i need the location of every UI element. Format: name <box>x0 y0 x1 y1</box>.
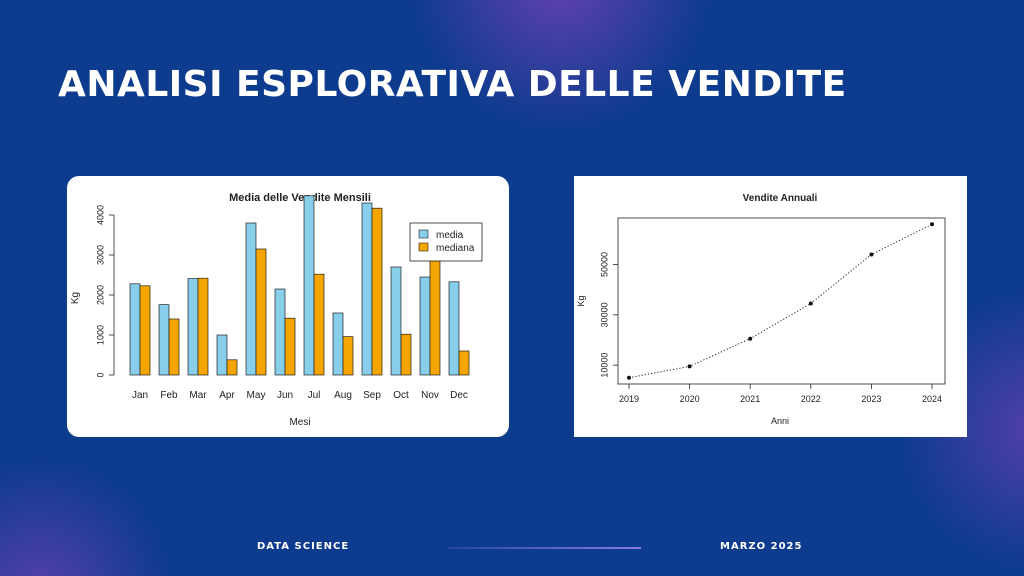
line-chart-ylabel: Kg <box>576 295 586 306</box>
bar-x-tick-label: Jun <box>277 390 293 401</box>
bar-media <box>216 334 228 376</box>
bar-media <box>274 288 286 376</box>
bar-media <box>390 266 402 376</box>
bar-x-tick-label: Aug <box>334 390 352 401</box>
line-x-tick-label: 2020 <box>680 394 700 404</box>
line-x-tick-label: 2019 <box>619 394 639 404</box>
line-data-point <box>748 336 753 341</box>
bar-mediana <box>313 273 325 376</box>
bar-mediana <box>197 277 209 376</box>
bar-media <box>158 304 170 376</box>
line-y-tick-label: 50000 <box>599 252 609 277</box>
bar-x-tick-label: Apr <box>219 390 235 401</box>
slide-title: ANALISI ESPLORATIVA DELLE VENDITE <box>58 64 847 105</box>
bar-y-tick-label: 2000 <box>95 285 105 305</box>
monthly-sales-chart-panel: Media delle Vendite Mensili Mesi Kg 0 100… <box>67 176 509 437</box>
bar-mediana <box>371 207 383 376</box>
bar-x-tick-label: May <box>247 390 266 401</box>
footer-divider <box>448 547 641 549</box>
legend-box <box>409 222 483 262</box>
bar-media <box>332 312 344 376</box>
annual-sales-chart-panel: Vendite Annuali Anni Kg 2019 2020 2021 2022… <box>574 176 967 437</box>
bar-x-tick-label: Oct <box>393 390 409 401</box>
line-chart-plot-box <box>617 217 946 385</box>
line-y-tick-label: 30000 <box>599 302 609 327</box>
bar-y-tick-label: 3000 <box>95 245 105 265</box>
bar-mediana <box>139 285 151 376</box>
line-data-point <box>687 364 692 369</box>
bar-y-tick-label: 1000 <box>95 325 105 345</box>
bar-media <box>129 283 141 376</box>
bar-mediana <box>255 248 267 376</box>
bar-x-tick-label: Dec <box>450 390 468 401</box>
bar-x-tick-label: Feb <box>160 390 178 401</box>
bar-mediana <box>168 318 180 376</box>
footer-left-label: DATA SCIENCE <box>257 541 350 552</box>
line-x-tick-label: 2022 <box>801 394 821 404</box>
line-series-path <box>628 223 933 379</box>
bar-x-tick-label: Jul <box>308 390 321 401</box>
line-chart-xlabel: Anni <box>771 416 789 426</box>
line-x-tick-label: 2023 <box>861 394 881 404</box>
footer-right-label: MARZO 2025 <box>720 541 803 552</box>
bar-mediana <box>342 336 354 376</box>
bar-x-tick-label: Mar <box>189 390 207 401</box>
line-data-point <box>808 301 813 306</box>
bar-chart-xlabel: Mesi <box>289 417 310 428</box>
annual-sales-line-chart: Vendite Annuali Anni Kg 2019 2020 2021 2022… <box>576 193 946 426</box>
line-x-tick-label: 2021 <box>740 394 760 404</box>
bar-media <box>419 276 431 376</box>
bar-media <box>187 278 199 376</box>
line-y-tick-label: 10000 <box>599 353 609 378</box>
legend-label-media: media <box>436 230 464 241</box>
monthly-sales-bar-chart: Media delle Vendite Mensili Mesi Kg 0 100… <box>70 192 483 428</box>
bar-media <box>448 281 460 376</box>
legend-swatch-media <box>418 229 429 239</box>
bar-mediana <box>429 252 441 376</box>
bar-mediana <box>226 359 238 376</box>
bar-chart-ylabel: Kg <box>70 292 81 304</box>
bar-media <box>361 202 373 376</box>
bar-y-tick-label: 0 <box>95 372 105 377</box>
bar-chart-title: Media delle Vendite Mensili <box>229 192 371 204</box>
bar-mediana <box>284 317 296 376</box>
legend-swatch-mediana <box>418 242 429 252</box>
bar-x-tick-label: Jan <box>132 390 148 401</box>
bar-media <box>303 195 315 376</box>
bar-x-tick-label: Nov <box>421 390 439 401</box>
bar-y-tick-label: 4000 <box>95 205 105 225</box>
line-x-tick-label: 2024 <box>922 394 942 404</box>
bar-x-tick-label: Sep <box>363 390 381 401</box>
line-data-point <box>627 375 631 380</box>
bar-mediana <box>458 350 470 376</box>
bar-mediana <box>400 333 412 376</box>
line-chart-title: Vendite Annuali <box>743 193 818 204</box>
bar-media <box>245 222 257 376</box>
line-data-point <box>930 222 934 227</box>
bar-chart-legend: media mediana <box>409 222 483 262</box>
legend-label-mediana: mediana <box>436 243 475 254</box>
line-data-point <box>869 252 874 257</box>
